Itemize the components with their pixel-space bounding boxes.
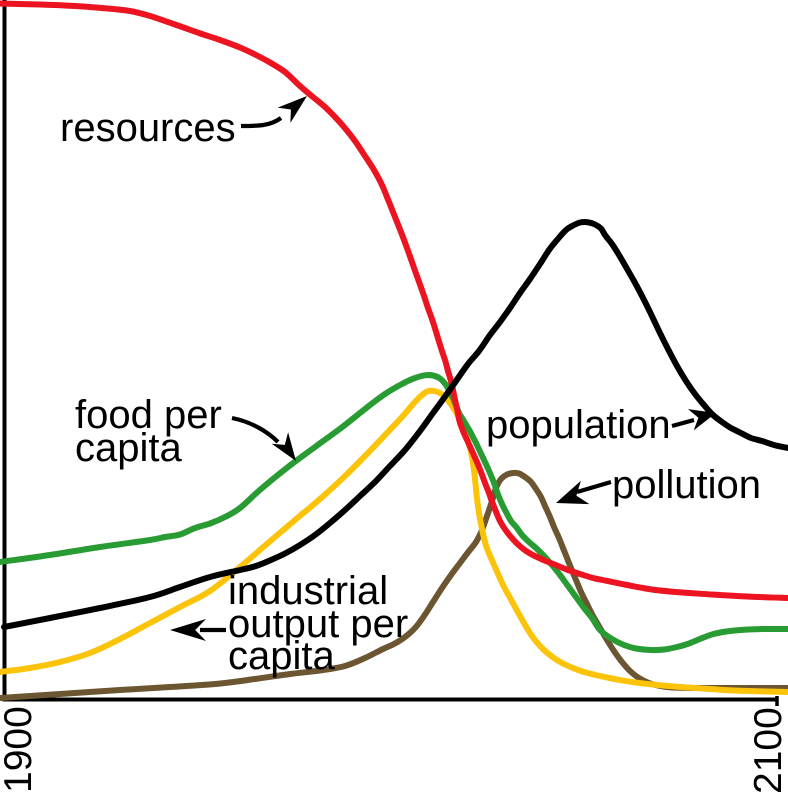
svg-text:food per: food per (75, 393, 222, 437)
svg-text:capita: capita (228, 634, 335, 678)
svg-text:capita: capita (75, 426, 182, 470)
svg-text:2100: 2100 (747, 707, 788, 794)
svg-text:industrial: industrial (228, 569, 388, 613)
svg-text:resources: resources (60, 106, 236, 150)
svg-text:population: population (486, 403, 671, 447)
svg-text:pollution: pollution (612, 463, 761, 507)
svg-text:output per: output per (228, 602, 408, 646)
svg-text:1900: 1900 (0, 706, 40, 793)
